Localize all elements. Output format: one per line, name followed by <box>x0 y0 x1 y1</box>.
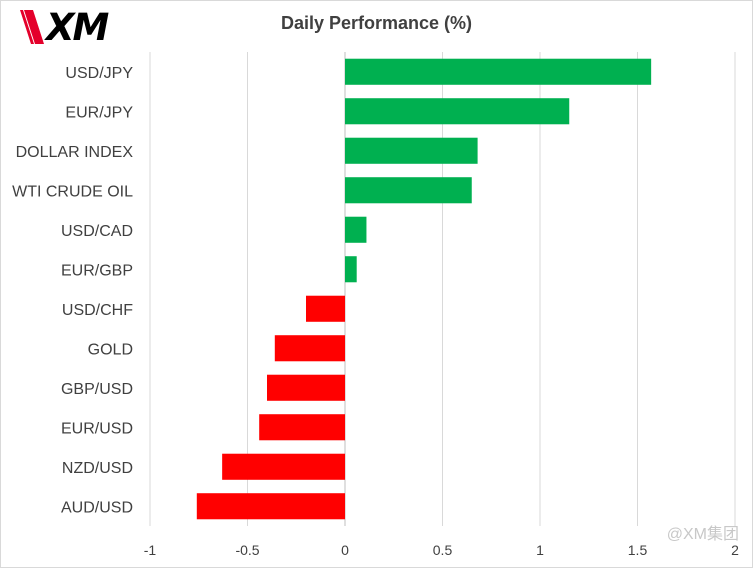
bar <box>345 216 367 243</box>
bar <box>222 453 345 480</box>
category-labels: USD/JPY EUR/JPY DOLLAR INDEX WTI CRUDE OIL U… <box>12 65 133 517</box>
x-tick-label: 1 <box>536 542 544 558</box>
category-label: USD/JPY <box>65 65 133 82</box>
category-label: GOLD <box>88 341 133 358</box>
x-tick-label: 1.5 <box>628 542 648 558</box>
category-label: WTI CRUDE OIL <box>12 183 133 200</box>
x-tick-label: 2 <box>731 542 739 558</box>
bar <box>196 493 345 520</box>
bar <box>306 295 345 322</box>
category-label: DOLLAR INDEX <box>16 144 134 161</box>
logo-stripe-icon <box>20 10 44 44</box>
category-label: USD/CAD <box>61 223 133 240</box>
category-label: EUR/GBP <box>61 262 133 279</box>
bar <box>345 256 357 283</box>
bar <box>345 98 570 125</box>
x-tick-label: -1 <box>144 542 157 558</box>
bar <box>267 374 345 401</box>
category-label: EUR/JPY <box>65 104 133 121</box>
category-label: EUR/USD <box>61 420 133 437</box>
x-tick-labels: -1 -0.5 0 0.5 1 1.5 2 <box>144 542 739 558</box>
x-tick-label: 0.5 <box>433 542 453 558</box>
chart-title: Daily Performance (%) <box>280 13 473 33</box>
x-tick-label: -0.5 <box>235 542 259 558</box>
bar <box>345 137 478 164</box>
bar <box>345 177 472 204</box>
category-label: USD/CHF <box>62 302 133 319</box>
bar <box>345 58 652 85</box>
gridlines <box>149 52 736 526</box>
watermark: @XM集团 <box>666 526 739 543</box>
category-label: GBP/USD <box>61 381 133 398</box>
xm-logo: XM <box>20 6 109 49</box>
category-label: AUD/USD <box>61 499 133 516</box>
bar <box>274 335 345 362</box>
category-label: NZD/USD <box>62 460 133 477</box>
bar <box>259 414 345 441</box>
bars <box>196 58 652 520</box>
x-tick-label: 0 <box>341 542 349 558</box>
logo-text: XM <box>46 6 109 49</box>
